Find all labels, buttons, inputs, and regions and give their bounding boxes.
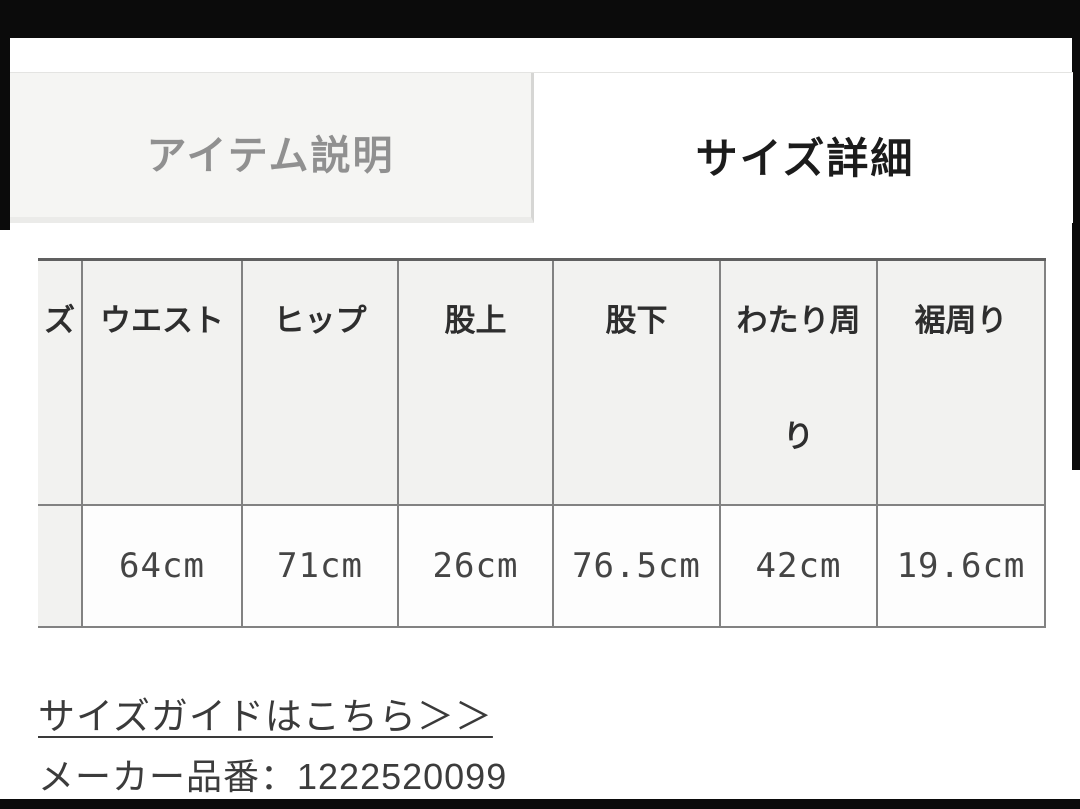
tabbar-top-border <box>10 72 1073 73</box>
right-edge-bar <box>1072 0 1080 470</box>
size-guide-link[interactable]: サイズガイドはこちら＞＞ <box>38 696 493 737</box>
value-cell-thigh-width: 42cm <box>719 503 878 628</box>
value-cell-hem-width: 19.6cm <box>876 503 1046 628</box>
value-cell-waist: 64cm <box>81 503 243 628</box>
bottom-letterbox-bar <box>0 799 1080 809</box>
tab-size-detail[interactable]: サイズ詳細 <box>537 73 1073 223</box>
value-cell-inseam: 76.5cm <box>552 503 721 628</box>
header-cell-thigh-width: わたり周り <box>719 258 878 506</box>
value-cell-size-cropped <box>38 503 83 628</box>
left-edge-bar <box>0 0 10 230</box>
top-letterbox-bar <box>0 0 1080 38</box>
tab-item-description[interactable]: アイテム説明 <box>10 73 534 223</box>
value-cell-rise: 26cm <box>397 503 554 628</box>
tab-size-detail-label: サイズ詳細 <box>695 134 915 182</box>
tab-item-description-label: アイテム説明 <box>146 134 395 178</box>
header-cell-inseam: 股下 <box>552 258 721 506</box>
size-table-value-row: 64cm 71cm 26cm 76.5cm 42cm 19.6cm <box>38 503 1046 628</box>
header-cell-hip: ヒップ <box>241 258 399 506</box>
value-cell-hip: 71cm <box>241 503 399 628</box>
header-cell-hem-width: 裾周り <box>876 258 1046 506</box>
header-cell-waist: ウエスト <box>81 258 243 506</box>
maker-number-text: メーカー品番：1222520099 <box>38 756 508 797</box>
header-cell-size-cropped: ズ <box>38 258 83 506</box>
size-table: ズ ウエスト ヒップ 股上 股下 わたり周り 裾周り 64cm 71cm 26c… <box>38 258 1046 628</box>
size-table-header-row: ズ ウエスト ヒップ 股上 股下 わたり周り 裾周り <box>38 258 1046 506</box>
header-cell-rise: 股上 <box>397 258 554 506</box>
